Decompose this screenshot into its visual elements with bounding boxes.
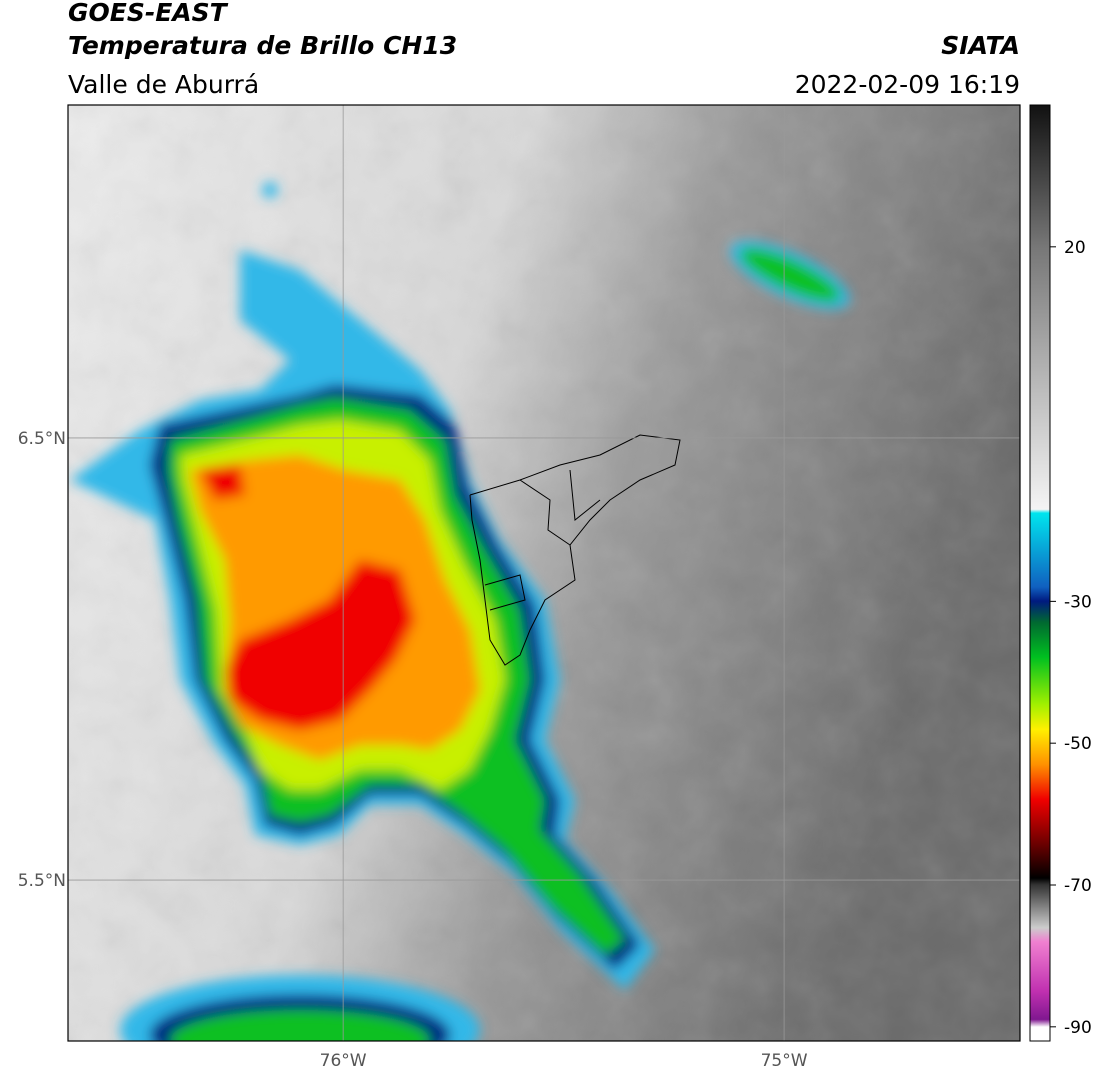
datetime: 2022-02-09 16:19 (795, 70, 1020, 99)
lat-tick-label: 6.5°N (18, 429, 66, 449)
region-boundary (519, 479, 571, 546)
colorbar-tick-label: -30 (1064, 592, 1092, 612)
lat-tick-label: 5.5°N (18, 871, 66, 891)
region-boundary (484, 574, 526, 611)
subtitle: Temperatura de Brillo CH13 (68, 31, 457, 60)
map (68, 105, 1020, 1041)
graticule (68, 105, 1020, 1041)
map-frame (67, 104, 1021, 1042)
title: GOES-EAST (68, 0, 229, 27)
colorbar-tick-label: -70 (1064, 876, 1092, 896)
colorbar (1029, 104, 1051, 1042)
region: Valle de Aburrá (68, 70, 259, 99)
storm (70, 182, 850, 1041)
lon-tick-label: 75°W (761, 1051, 808, 1071)
colorbar-tick-label: -90 (1064, 1018, 1092, 1038)
colorbar-tick-label: -50 (1064, 734, 1092, 754)
colorbar-tick-label: 20 (1064, 238, 1086, 258)
region-boundary (569, 469, 601, 521)
lon-tick-label: 76°W (320, 1051, 367, 1071)
source: SIATA (941, 31, 1020, 60)
